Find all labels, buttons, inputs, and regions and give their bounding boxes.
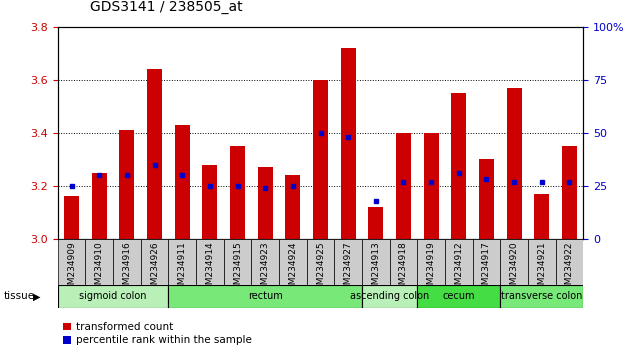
Text: GSM234913: GSM234913 (371, 241, 380, 296)
Bar (390, 239, 417, 285)
Text: GSM234925: GSM234925 (316, 241, 325, 296)
Bar (340, 48, 356, 239)
Bar (58, 285, 169, 308)
Bar (92, 173, 107, 239)
Bar (362, 239, 390, 285)
Text: transverse colon: transverse colon (501, 291, 583, 302)
Text: GSM234914: GSM234914 (205, 241, 214, 296)
Bar (534, 194, 549, 239)
Bar (279, 239, 306, 285)
Bar (424, 133, 439, 239)
Text: GSM234919: GSM234919 (427, 241, 436, 296)
Text: GSM234918: GSM234918 (399, 241, 408, 296)
Bar (251, 239, 279, 285)
Bar (479, 159, 494, 239)
Bar (196, 239, 224, 285)
Text: rectum: rectum (248, 291, 283, 302)
Bar (169, 285, 362, 308)
Bar (501, 285, 583, 308)
Text: GSM234922: GSM234922 (565, 241, 574, 296)
Text: GSM234921: GSM234921 (537, 241, 546, 296)
Text: GSM234926: GSM234926 (150, 241, 159, 296)
Bar (362, 285, 417, 308)
Bar (368, 207, 383, 239)
Text: GSM234915: GSM234915 (233, 241, 242, 296)
Text: ▶: ▶ (33, 291, 41, 302)
Text: GSM234924: GSM234924 (288, 241, 297, 296)
Text: GDS3141 / 238505_at: GDS3141 / 238505_at (90, 0, 242, 14)
Legend: transformed count, percentile rank within the sample: transformed count, percentile rank withi… (63, 322, 253, 345)
Bar (417, 239, 445, 285)
Text: GSM234910: GSM234910 (95, 241, 104, 296)
Bar (445, 239, 472, 285)
Text: ascending colon: ascending colon (350, 291, 429, 302)
Text: GSM234916: GSM234916 (122, 241, 131, 296)
Text: GSM234912: GSM234912 (454, 241, 463, 296)
Text: GSM234909: GSM234909 (67, 241, 76, 296)
Text: sigmoid colon: sigmoid colon (79, 291, 147, 302)
Bar (528, 239, 556, 285)
Bar (335, 239, 362, 285)
Bar (562, 146, 577, 239)
Bar (224, 239, 251, 285)
Bar (147, 69, 162, 239)
Text: cecum: cecum (442, 291, 475, 302)
Bar (203, 165, 217, 239)
Bar (556, 239, 583, 285)
Bar (472, 239, 501, 285)
Bar (230, 146, 245, 239)
Bar (85, 239, 113, 285)
Bar (313, 80, 328, 239)
Text: GSM234923: GSM234923 (261, 241, 270, 296)
Text: GSM234927: GSM234927 (344, 241, 353, 296)
Bar (285, 175, 301, 239)
Bar (506, 88, 522, 239)
Text: GSM234917: GSM234917 (482, 241, 491, 296)
Text: GSM234911: GSM234911 (178, 241, 187, 296)
Bar (64, 196, 79, 239)
Bar (58, 239, 85, 285)
Bar (396, 133, 411, 239)
Text: GSM234920: GSM234920 (510, 241, 519, 296)
Bar (169, 239, 196, 285)
Bar (417, 285, 501, 308)
Bar (501, 239, 528, 285)
Bar (174, 125, 190, 239)
Bar (113, 239, 140, 285)
Bar (140, 239, 169, 285)
Bar (306, 239, 335, 285)
Bar (451, 93, 467, 239)
Text: tissue: tissue (3, 291, 35, 302)
Bar (119, 130, 135, 239)
Bar (258, 167, 273, 239)
